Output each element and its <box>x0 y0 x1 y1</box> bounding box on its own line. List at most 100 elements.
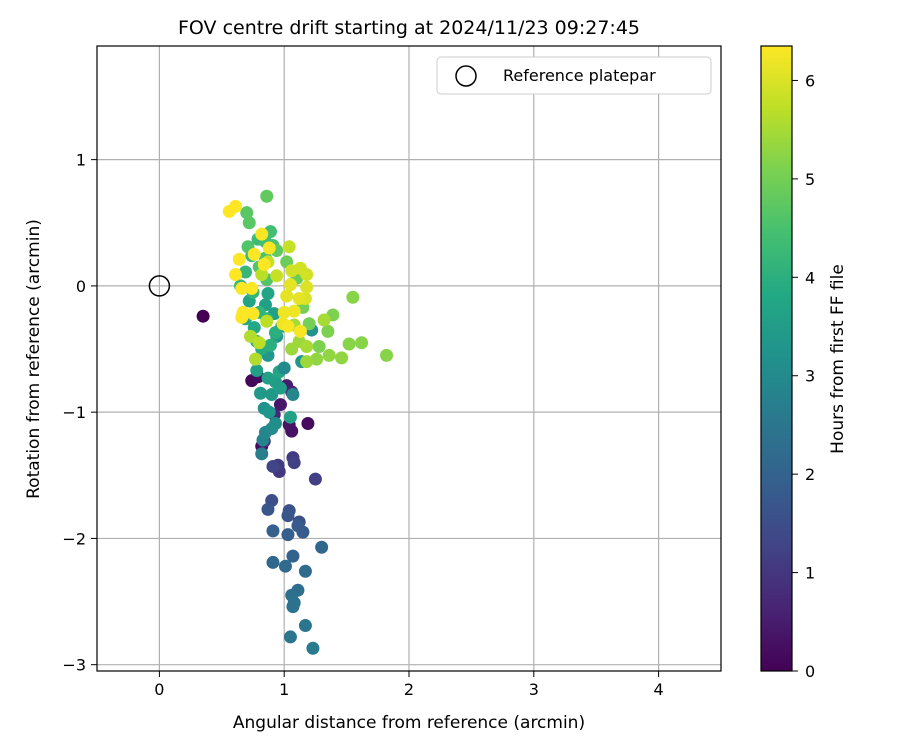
data-point <box>286 600 300 614</box>
data-point <box>261 286 275 300</box>
y-axis-label: Rotation from reference (arcmin) <box>24 219 44 499</box>
data-point <box>280 289 294 303</box>
y-axis-ticks: −3 −2 −1 0 1 <box>62 151 97 675</box>
data-point <box>255 227 269 241</box>
y-tick-label: −2 <box>62 529 86 548</box>
colorbar-tick-label: 2 <box>805 465 815 484</box>
data-point <box>266 555 280 569</box>
data-point <box>281 319 295 333</box>
data-point <box>342 337 356 351</box>
data-point <box>273 398 287 412</box>
data-point <box>335 351 349 365</box>
data-point <box>239 265 253 279</box>
data-point <box>229 199 243 213</box>
data-point <box>236 305 250 319</box>
data-point <box>286 549 300 563</box>
data-points <box>196 189 394 655</box>
data-point <box>245 281 259 295</box>
data-point <box>292 292 306 306</box>
legend: Reference platepar <box>436 56 712 95</box>
data-point <box>268 326 282 340</box>
data-point <box>308 472 322 486</box>
data-point <box>283 630 297 644</box>
data-point <box>286 387 300 401</box>
grid-lines <box>97 46 721 671</box>
data-point <box>355 336 369 350</box>
chart-title: FOV centre drift starting at 2024/11/23 … <box>178 17 640 39</box>
data-point <box>296 525 310 539</box>
data-point <box>300 340 314 354</box>
colorbar-label: Hours from first FF file <box>828 264 848 454</box>
data-point <box>261 502 275 516</box>
data-point <box>255 268 269 282</box>
x-tick-label: 1 <box>279 680 289 699</box>
x-tick-label: 2 <box>404 680 414 699</box>
data-point <box>300 355 314 369</box>
data-point <box>285 424 299 438</box>
data-point <box>281 528 295 542</box>
x-tick-label: 4 <box>654 680 664 699</box>
data-point <box>298 564 312 578</box>
colorbar-tick-label: 5 <box>805 170 815 189</box>
data-point <box>268 417 282 431</box>
data-point <box>255 447 269 461</box>
reference-platepar-marker <box>148 275 171 297</box>
data-point <box>281 509 295 523</box>
data-point <box>257 257 271 271</box>
data-point <box>261 371 275 385</box>
colorbar-tick-label: 1 <box>805 564 815 583</box>
data-point <box>346 290 360 304</box>
legend-box <box>436 56 712 95</box>
data-point <box>282 240 296 254</box>
data-point <box>298 619 312 633</box>
y-tick-label: −3 <box>62 656 86 675</box>
data-point <box>232 252 246 266</box>
data-point <box>300 280 314 294</box>
data-point <box>287 304 301 318</box>
reference-marker <box>148 275 171 297</box>
data-point <box>380 348 394 362</box>
data-point <box>277 305 291 319</box>
data-point <box>266 459 280 473</box>
x-axis-ticks: 0 1 2 3 4 <box>154 671 664 699</box>
data-point <box>266 524 280 538</box>
x-tick-label: 0 <box>154 680 164 699</box>
x-tick-label: 3 <box>529 680 539 699</box>
colorbar-tick-label: 6 <box>805 71 815 90</box>
y-tick-label: 1 <box>76 151 86 170</box>
data-point <box>247 247 261 261</box>
data-point <box>293 324 307 338</box>
data-point <box>260 314 274 328</box>
data-point <box>260 189 274 203</box>
data-point <box>321 324 335 338</box>
data-point <box>287 456 301 470</box>
colorbar-tick-label: 3 <box>805 367 815 386</box>
y-tick-label: −1 <box>62 403 86 422</box>
data-point <box>240 206 254 220</box>
data-point <box>248 352 262 366</box>
data-point <box>270 269 284 283</box>
data-point <box>277 361 291 375</box>
y-tick-label: 0 <box>76 277 86 296</box>
colorbar-tick-label: 0 <box>805 662 815 681</box>
data-point <box>196 309 210 323</box>
colorbar-tick-label: 4 <box>805 268 815 287</box>
data-point <box>322 348 336 362</box>
legend-label: Reference platepar <box>503 66 656 85</box>
data-point <box>317 313 331 327</box>
data-point <box>301 417 315 431</box>
data-point <box>252 336 266 350</box>
data-point <box>285 342 299 356</box>
data-point <box>315 540 329 554</box>
data-point <box>263 338 277 352</box>
data-point <box>246 307 260 321</box>
data-point <box>283 278 297 292</box>
data-point <box>312 340 326 354</box>
data-point <box>229 268 243 282</box>
data-point <box>262 405 276 419</box>
data-point <box>300 268 314 282</box>
data-point <box>278 559 292 573</box>
data-point <box>250 363 264 377</box>
